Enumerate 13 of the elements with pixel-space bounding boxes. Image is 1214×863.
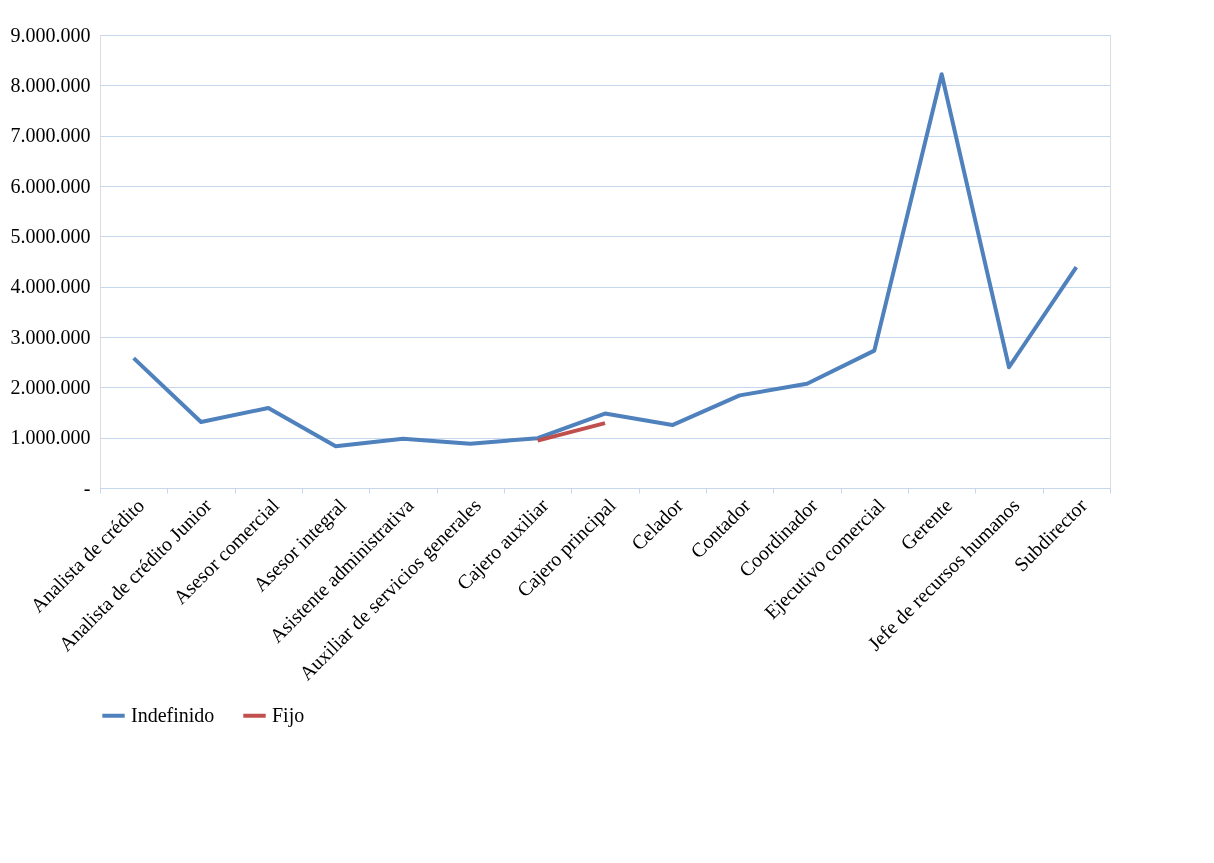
line-series [131, 72, 1079, 449]
y-tick-label: 4.000.000 [10, 275, 91, 298]
y-tick-label: 6.000.000 [10, 174, 91, 197]
y-tick-label: 2.000.000 [10, 375, 91, 398]
y-tick-label: 8.000.000 [10, 73, 91, 96]
y-tick-label: 3.000.000 [10, 325, 91, 348]
legend-label: Fijo [272, 703, 305, 727]
y-tick-label: 5.000.000 [10, 224, 91, 247]
legend-label: Indefinido [131, 703, 215, 726]
y-tick-label: - [83, 476, 91, 499]
y-tick-label: 7.000.000 [10, 124, 91, 147]
y-tick-label: 9.000.000 [10, 23, 91, 46]
y-tick-label: 1.000.000 [10, 426, 91, 449]
